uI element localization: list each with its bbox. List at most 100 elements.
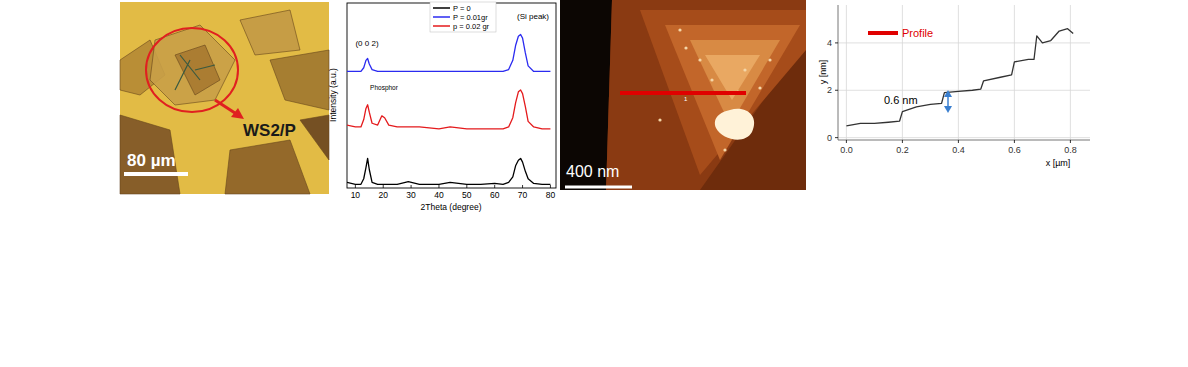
legend-swatch bbox=[433, 16, 450, 18]
x-axis-label: 2Theta (degree) bbox=[421, 202, 482, 212]
x-tick-label: 70 bbox=[518, 190, 528, 200]
x-tick bbox=[1014, 140, 1015, 143]
optical-image: WS2/P 80 µm bbox=[120, 2, 329, 194]
x-tick bbox=[411, 185, 412, 188]
legend: Profile bbox=[868, 27, 933, 39]
afm-dot bbox=[743, 68, 746, 71]
y-tick-label: 2 bbox=[827, 85, 832, 95]
y-tick bbox=[835, 90, 838, 91]
annotation-arrow-head bbox=[944, 106, 952, 113]
x-tick-label: 0.6 bbox=[1008, 145, 1021, 155]
flake bbox=[300, 115, 329, 160]
grid-line bbox=[902, 5, 903, 140]
profile-line bbox=[620, 91, 746, 95]
grid-line bbox=[846, 5, 847, 140]
x-tick-label: 0.4 bbox=[952, 145, 965, 155]
series-group bbox=[347, 34, 550, 184]
x-tick bbox=[522, 185, 523, 188]
y-axis-label: y [nm] bbox=[818, 60, 828, 85]
afm-dot bbox=[768, 58, 771, 61]
chart: 0.00.20.40.60.8024x [µm]y [nm]Profile0.6… bbox=[818, 5, 1090, 168]
legend-label: P = 0 bbox=[453, 4, 471, 13]
annotation: (Si peak) bbox=[517, 12, 549, 21]
flake bbox=[120, 115, 180, 194]
x-axis bbox=[838, 140, 1090, 141]
afm-background bbox=[560, 0, 806, 190]
flake bbox=[225, 140, 310, 194]
afm-dot bbox=[698, 58, 701, 61]
x-tick bbox=[902, 140, 903, 143]
annotation: 0.6 nm bbox=[884, 94, 918, 106]
grid-line bbox=[958, 5, 959, 140]
y-tick bbox=[835, 42, 838, 43]
grid-line bbox=[838, 137, 1090, 138]
flake bbox=[240, 10, 300, 55]
scale-bar-label: 400 nm bbox=[566, 163, 619, 180]
x-tick-label: 40 bbox=[434, 190, 444, 200]
x-tick bbox=[1070, 140, 1071, 143]
legend-swatch bbox=[433, 7, 450, 9]
x-tick-label: 20 bbox=[378, 190, 388, 200]
scale-bar bbox=[124, 172, 188, 176]
x-tick-label: 30 bbox=[406, 190, 416, 200]
afm-dot bbox=[678, 28, 681, 31]
x-tick-label: 80 bbox=[546, 190, 556, 200]
data-line bbox=[846, 29, 1073, 126]
figure: WS2/P80 µm10203040506070802Theta (degree… bbox=[0, 0, 1188, 367]
flake-edge bbox=[175, 55, 215, 90]
x-tick-label: 0.2 bbox=[896, 145, 909, 155]
y-axis bbox=[838, 5, 839, 140]
x-tick bbox=[355, 185, 356, 188]
data-line bbox=[347, 34, 550, 71]
grid-line bbox=[1014, 5, 1015, 140]
x-tick-label: 50 bbox=[462, 190, 472, 200]
flake bbox=[175, 45, 220, 95]
afm-layer bbox=[606, 0, 806, 190]
flake bbox=[270, 50, 329, 110]
afm-dot bbox=[684, 46, 687, 49]
afm-dot bbox=[758, 86, 761, 89]
optical-background bbox=[120, 2, 329, 194]
x-tick bbox=[383, 185, 384, 188]
grid-line bbox=[838, 42, 1090, 43]
data-line bbox=[347, 158, 550, 184]
annotation: Phosphor bbox=[370, 84, 399, 92]
legend-box bbox=[430, 2, 496, 32]
arrow-head bbox=[231, 108, 244, 119]
plot-frame bbox=[347, 3, 556, 188]
x-tick bbox=[958, 140, 959, 143]
afm-particle bbox=[715, 109, 754, 140]
x-tick bbox=[494, 185, 495, 188]
series-group bbox=[846, 29, 1073, 126]
y-axis-label: Intensity (a.u.) bbox=[328, 68, 338, 122]
legend-label: P = 0.01gr bbox=[453, 13, 488, 22]
x-tick bbox=[466, 185, 467, 188]
image-label: WS2/P bbox=[243, 121, 296, 140]
grid-line bbox=[1070, 5, 1071, 140]
afm-substrate bbox=[560, 0, 612, 190]
x-tick bbox=[846, 140, 847, 143]
x-tick bbox=[550, 185, 551, 188]
x-tick-label: 0.0 bbox=[840, 145, 853, 155]
x-tick-label: 60 bbox=[490, 190, 500, 200]
x-tick bbox=[438, 185, 439, 188]
background bbox=[0, 0, 1188, 367]
afm-image: 1400 nm bbox=[560, 0, 806, 190]
y-tick bbox=[835, 137, 838, 138]
highlight-circle bbox=[146, 28, 238, 112]
legend-label: p = 0.02 gr bbox=[453, 22, 490, 31]
afm-dot bbox=[658, 118, 661, 121]
chart: 10 20 30 40 50 60 70 80 2Theta (degree) Intensity… bbox=[328, 2, 556, 212]
annotation-arrow-head bbox=[944, 90, 952, 97]
x-tick-label: 0.8 bbox=[1064, 145, 1077, 155]
annotation: (0 0 2) bbox=[355, 39, 378, 48]
afm-dot bbox=[723, 148, 726, 151]
y-tick-label: 0 bbox=[827, 133, 832, 143]
legend-swatch bbox=[433, 25, 450, 27]
x-axis-label: x [µm] bbox=[1046, 158, 1071, 168]
scale-bar-label: 80 µm bbox=[127, 151, 176, 170]
afm-dot bbox=[710, 78, 713, 81]
scale-bar bbox=[565, 186, 632, 189]
legend-label: Profile bbox=[902, 27, 933, 39]
x-tick-label: 10 bbox=[351, 190, 361, 200]
